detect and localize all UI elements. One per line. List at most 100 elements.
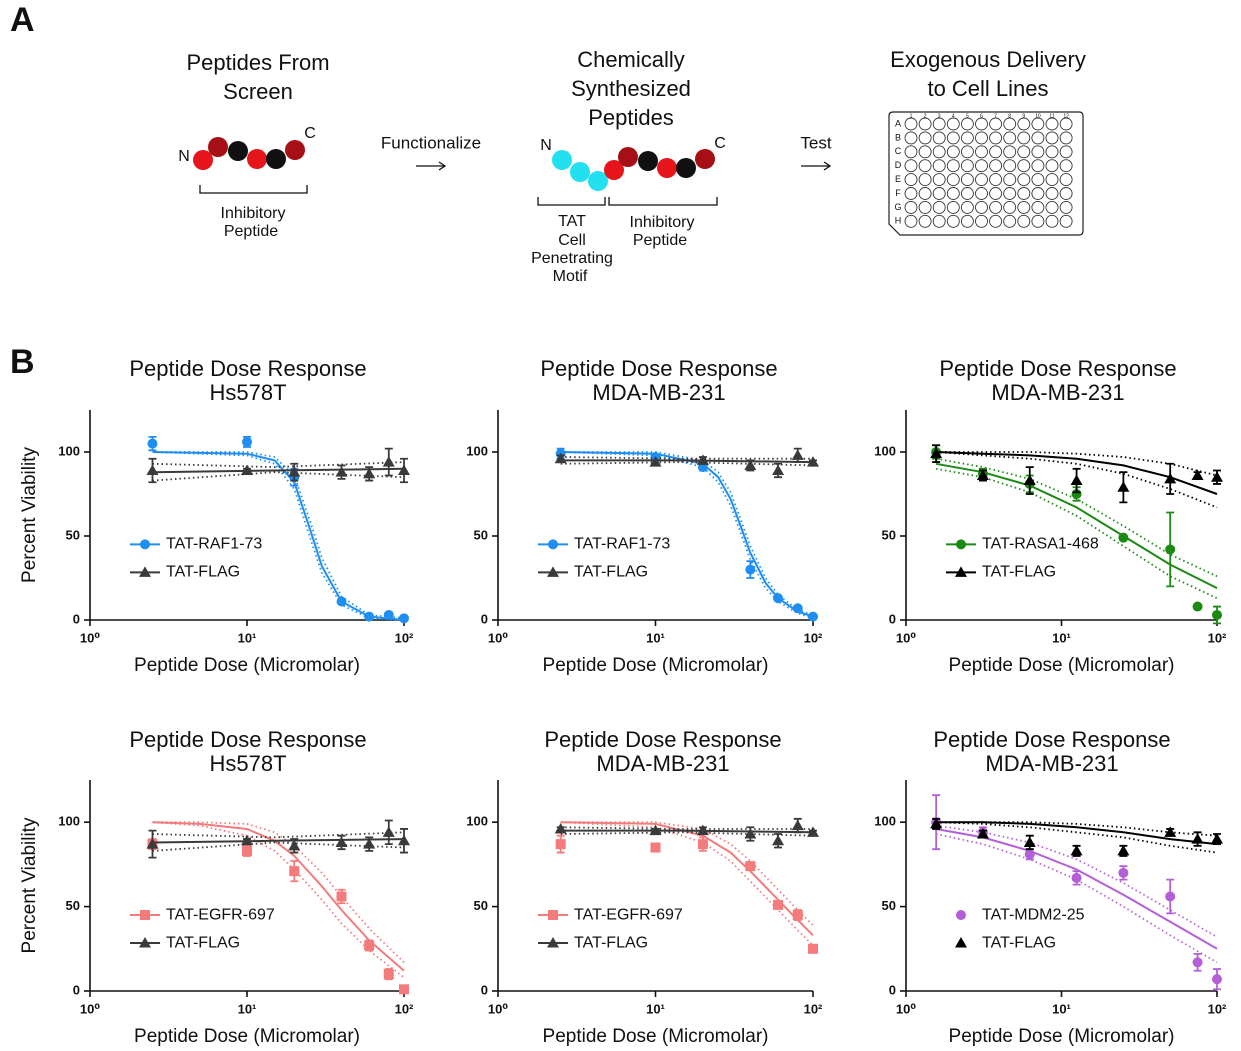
data-point [554,452,567,464]
legend-label: TAT-EGFR-697 [166,906,275,923]
data-point [1117,844,1130,856]
confidence-band [152,841,405,852]
legend-marker [956,910,966,921]
legend-label: TAT-FLAG [166,564,240,581]
legend-label: TAT-FLAG [982,564,1056,581]
y-tick-label: 100 [874,814,896,829]
x-tick-label: 10¹ [646,1001,665,1016]
well [975,159,988,173]
well [1031,187,1045,200]
x-tick-label: 10² [395,630,414,645]
well [1003,187,1017,200]
data-point [1165,891,1176,902]
legend-label: TAT-RAF1-73 [574,536,670,553]
well [932,159,946,173]
well [1045,117,1059,131]
x-tick-label: 10⁰ [896,630,916,645]
chart-title: Peptide Dose Response [129,727,366,752]
confidence-band [936,821,1218,854]
x-tick-label: 10⁰ [488,630,508,645]
y-tick-label: 50 [882,898,896,913]
fit-curve [152,838,405,844]
x-tick-label: 10⁰ [80,1001,100,1016]
data-point [1164,472,1177,484]
well [904,131,918,145]
legend-marker [140,539,150,550]
bracket-label: Motif [553,268,588,285]
data-point [555,839,566,850]
data-point [650,842,661,853]
well [1059,131,1073,145]
y-tick-label: 50 [66,527,80,542]
well [1031,200,1045,214]
well [1045,187,1059,200]
well [932,200,946,214]
row-label: H [895,216,902,226]
bracket-label: Inhibitory [630,214,695,231]
confidence-band [152,831,405,839]
bracket [199,185,308,194]
arrow-label: Test [800,133,831,152]
well [1017,187,1031,200]
well [989,200,1003,214]
data-point [791,819,804,831]
data-point [1211,833,1223,844]
data-point [792,910,803,921]
legend-label: TAT-EGFR-697 [574,906,683,923]
x-tick-label: 10² [1208,630,1227,645]
data-point [336,596,347,607]
well [946,200,960,214]
data-point [772,834,785,846]
data-point [745,861,756,872]
well [1031,173,1045,187]
arrow [416,161,447,171]
well [975,117,988,131]
row-label: B [895,132,901,142]
well [1045,200,1059,214]
bracket-label: Cell [558,232,586,249]
legend-label: TAT-FLAG [574,934,648,951]
well [1059,200,1073,214]
chart-subtitle: Hs578T [209,380,286,405]
panel-label: B [10,343,35,381]
y-tick-label: 100 [466,814,488,829]
legend-marker [139,566,151,577]
legend-label: TAT-MDM2-25 [982,906,1085,923]
column-label: 7 [994,113,997,119]
data-point [1023,836,1036,847]
row-label: C [895,146,902,156]
legend-label: TAT-RAF1-73 [166,536,262,553]
fit-curve [152,821,405,972]
y-tick-label: 100 [58,814,80,829]
well [975,187,988,200]
y-tick-label: 0 [73,982,80,997]
y-tick-label: 50 [474,898,488,913]
y-axis-label: Percent Viability [19,447,40,583]
data-point [1023,474,1036,486]
y-tick-label: 0 [481,982,488,997]
well [946,131,960,145]
data-point [1024,849,1035,860]
well [1003,159,1017,173]
well [1003,131,1017,145]
fit-curve [936,821,1218,846]
legend-marker [140,910,150,921]
well [989,187,1003,200]
step-title: Peptides From [186,50,329,75]
data-point [288,839,301,851]
step-title: Peptides [588,105,674,130]
data-point [1118,532,1129,543]
well [975,173,988,187]
legend-marker [547,937,559,948]
data-point [1165,544,1176,555]
well [918,200,932,214]
terminus-label: N [540,137,552,154]
well [904,117,918,131]
data-point [808,611,818,622]
well [918,187,932,200]
x-tick-label: 10¹ [646,630,665,645]
well [1031,214,1045,228]
x-tick-label: 10¹ [238,630,257,645]
confidence-band [152,471,405,482]
well [932,187,946,200]
